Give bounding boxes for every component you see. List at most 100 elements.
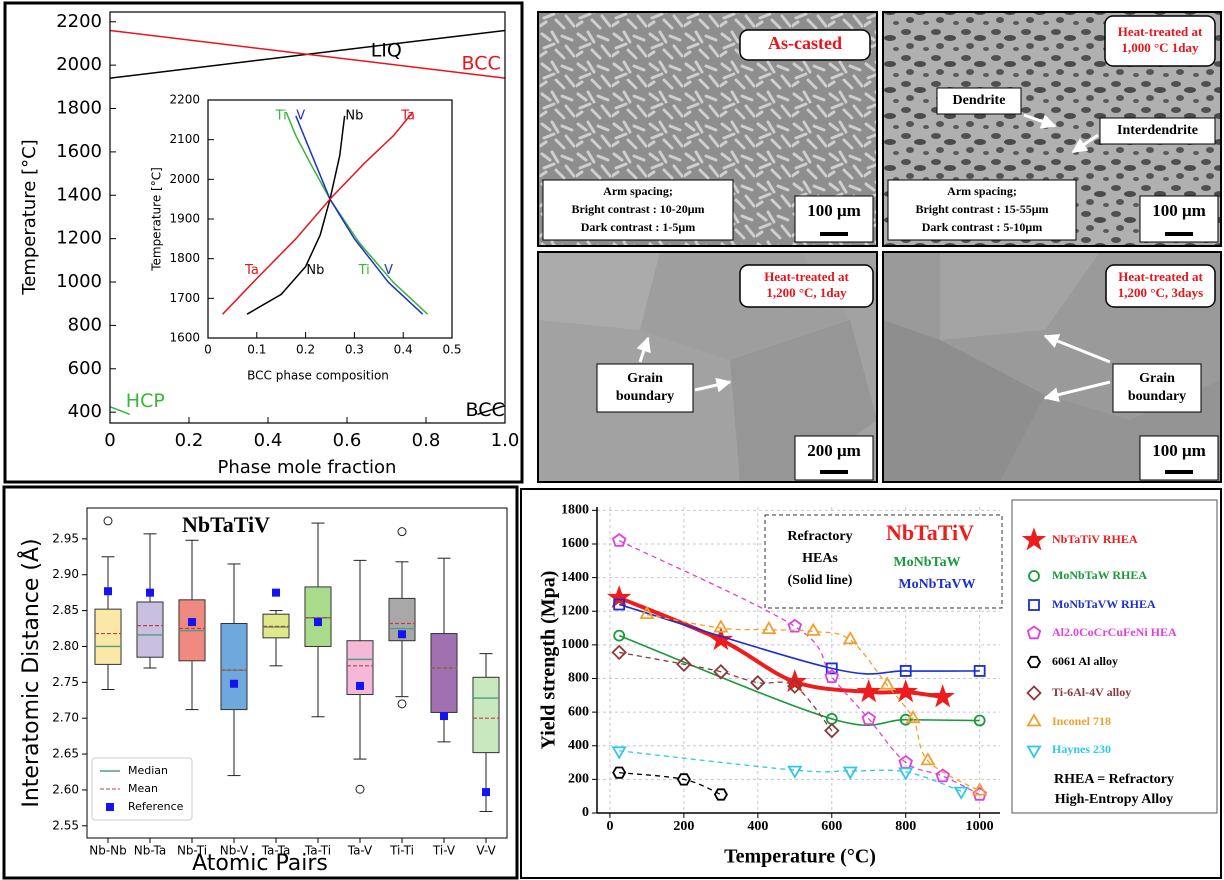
box — [220, 623, 248, 711]
marker — [824, 669, 840, 683]
series-line — [619, 750, 962, 792]
marker — [713, 619, 729, 633]
marker — [973, 714, 986, 727]
notes-text: Arm spacing; — [603, 184, 673, 198]
x-tick-label: 0.3 — [345, 343, 364, 357]
y-tick-label: 600 — [68, 358, 102, 379]
y-tick-label: 200 — [568, 772, 589, 787]
x-tick-label: Ti-V — [432, 844, 456, 858]
callout-label: Grain — [1139, 371, 1175, 386]
marker — [613, 598, 626, 611]
y-tick-label: 1900 — [169, 212, 200, 226]
marker — [1026, 625, 1042, 640]
x-tick-label: 0.5 — [442, 343, 461, 357]
condition-box — [1104, 15, 1216, 67]
legend-note: High-Entropy Alloy — [1055, 792, 1173, 807]
x-tick-label: 1.0 — [491, 430, 520, 451]
y-tick-label: 400 — [68, 401, 102, 422]
line-label: V — [384, 263, 393, 278]
y-tick-label: 1200 — [561, 603, 589, 618]
marker — [930, 684, 955, 708]
x-tick-label: 0.6 — [333, 430, 362, 451]
box — [472, 676, 500, 754]
legend-label: Al2.0CoCrCuFeNi HEA — [1052, 625, 1177, 639]
legend-label: Inconel 718 — [1052, 714, 1111, 728]
y-tick-label: 1700 — [169, 291, 200, 305]
annotation: HEAs — [802, 551, 838, 566]
x-tick-label: Ti-Ti — [389, 844, 414, 858]
y-tick-label: 1800 — [56, 98, 102, 119]
series-line — [110, 29, 505, 79]
legend-label: Mean — [128, 782, 158, 795]
y-tick-label: 1600 — [56, 141, 102, 162]
condition-label: Heat-treated at — [1118, 24, 1203, 39]
marker — [972, 782, 988, 796]
legend-label: MoNbTaW RHEA — [1052, 568, 1147, 582]
x-tick-label: 800 — [895, 819, 916, 834]
x-tick-label: 0 — [606, 819, 613, 834]
line-label: V — [296, 108, 305, 123]
marker — [639, 605, 655, 619]
condition-box — [739, 264, 874, 308]
marker — [611, 532, 627, 547]
condition-label: Heat-treated at — [1118, 269, 1203, 284]
annotation-box — [764, 514, 1003, 609]
series-line — [618, 634, 980, 726]
callout-box — [596, 363, 694, 413]
y-tick-label: 2100 — [169, 132, 200, 146]
marker — [607, 585, 632, 609]
box — [94, 608, 122, 665]
y-axis-label: Temperature [°C] — [150, 167, 164, 272]
reference-point — [440, 712, 448, 721]
notes-text: Arm spacing; — [947, 184, 1017, 198]
y-tick-label: 2.80 — [52, 639, 79, 653]
outlier — [103, 516, 113, 526]
notes-text: Bright contrast : 15-55μm — [915, 202, 1048, 216]
line-label: Ta — [400, 108, 415, 123]
panel-frame — [2, 485, 519, 880]
micrograph-frame — [882, 11, 1222, 247]
condition-label: 1,200 °C, 1day — [766, 285, 847, 300]
marker — [893, 679, 918, 703]
reference-point — [272, 588, 280, 597]
x-tick-label: Ta-Ti — [304, 844, 331, 858]
callout-label: Interdendrite — [1117, 123, 1198, 138]
scale-bar-label: 200 μm — [807, 441, 861, 460]
plot-frame — [109, 11, 506, 424]
y-tick-label: 600 — [568, 704, 589, 719]
annotation-highlight: MoNbTaW — [893, 555, 960, 570]
notes-text: Dark contrast : 1-5μm — [581, 220, 695, 234]
marker — [782, 669, 807, 693]
line-label: Nb — [345, 108, 363, 123]
x-axis-label: Atomic Pairs — [192, 851, 328, 876]
series-line — [110, 406, 131, 416]
legend-label: MoNbTaVW RHEA — [1052, 597, 1156, 611]
x-tick-label: 0.4 — [254, 430, 283, 451]
y-tick-label: 2.75 — [52, 675, 79, 689]
reference-point — [482, 788, 490, 797]
marker — [611, 644, 627, 661]
y-tick-label: 2.60 — [52, 782, 79, 796]
y-tick-label: 1200 — [56, 228, 102, 249]
annotation: Refractory — [787, 529, 852, 544]
y-tick-label: 2.90 — [52, 567, 79, 581]
x-axis-label: BCC phase composition — [247, 369, 389, 383]
marker — [1028, 570, 1040, 582]
outlier — [397, 699, 407, 709]
line-label: LIQ — [371, 40, 402, 62]
y-axis-label: Yield strength (Mpa) — [538, 571, 560, 750]
arrow — [636, 336, 651, 363]
series-line — [477, 404, 505, 416]
marker — [805, 622, 821, 636]
x-tick-label: 0.2 — [296, 343, 315, 357]
legend-swatch — [106, 803, 114, 811]
marker — [750, 674, 766, 691]
line-label: Ta — [244, 263, 259, 278]
series-line — [619, 772, 722, 796]
notes-text: Dark contrast : 5-10μm — [922, 220, 1042, 234]
x-tick-label: 0.1 — [247, 343, 266, 357]
x-axis-label: Temperature (°C) — [724, 846, 876, 868]
callout-box — [1099, 117, 1216, 145]
callout-label: boundary — [616, 389, 674, 404]
plot-frame — [86, 507, 508, 839]
